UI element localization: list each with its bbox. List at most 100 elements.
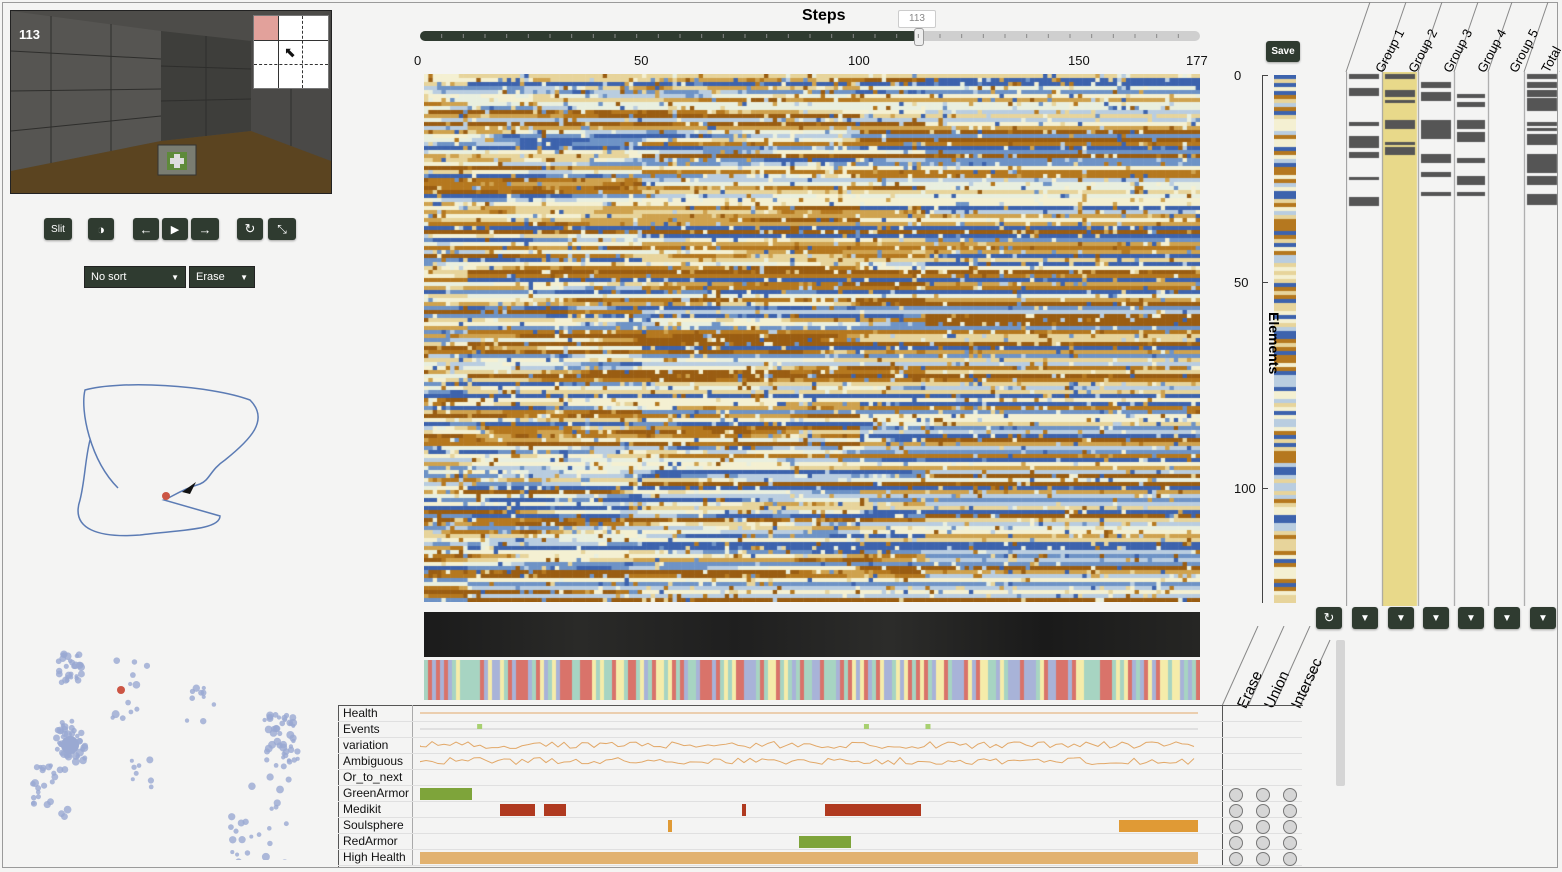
- feature-label: Soulsphere: [343, 818, 404, 832]
- medikit-bar: [544, 804, 566, 816]
- intersect-radio[interactable]: [1283, 820, 1297, 834]
- refresh-icon: ↻: [1323, 610, 1335, 625]
- step-forward-button[interactable]: →: [191, 218, 219, 240]
- projection-point: [256, 832, 262, 837]
- erase-radio[interactable]: [1229, 820, 1243, 834]
- group-filter-button[interactable]: ▼: [1458, 607, 1484, 629]
- group-filter-button[interactable]: ▼: [1388, 607, 1414, 629]
- projection-point: [58, 679, 65, 686]
- play-icon: ▶: [170, 223, 180, 236]
- arrow-left-icon: ←: [139, 221, 153, 237]
- projection-point: [264, 744, 273, 753]
- cluster-strip[interactable]: [424, 660, 1200, 700]
- projection-point: [130, 672, 136, 678]
- redarmor-bar: [799, 836, 851, 848]
- group-filter-button[interactable]: ▼: [1530, 607, 1556, 629]
- projection-point: [128, 681, 133, 687]
- projection-point: [130, 777, 135, 782]
- collapse-button[interactable]: ⤡: [268, 218, 296, 240]
- projection-point: [30, 780, 36, 787]
- projection-point: [125, 699, 131, 706]
- projection-point: [47, 798, 54, 806]
- save-button[interactable]: Save: [1266, 41, 1300, 62]
- projection-point: [269, 806, 274, 811]
- element-tick: 0: [1234, 68, 1242, 83]
- sort-select-value: No sort: [91, 271, 127, 283]
- projection-point: [146, 756, 154, 764]
- step-slider-handle[interactable]: [913, 28, 924, 46]
- erase-radio[interactable]: [1229, 788, 1243, 802]
- scrollbar[interactable]: [1336, 640, 1345, 786]
- projection-point: [119, 715, 126, 721]
- erase-radio[interactable]: [1229, 804, 1243, 818]
- projection-point: [282, 859, 287, 860]
- feature-row-divider: [338, 817, 1302, 818]
- reset-groups-button[interactable]: ↻: [1316, 607, 1342, 629]
- frame-strip[interactable]: [424, 612, 1200, 657]
- group-columns[interactable]: [1346, 72, 1560, 606]
- step-back-button[interactable]: ←: [133, 218, 159, 240]
- union-radio[interactable]: [1256, 788, 1270, 802]
- feature-row-divider: [338, 737, 1302, 738]
- refresh-icon: ↻: [244, 221, 256, 236]
- feature-row-divider: [338, 721, 1302, 722]
- projection-point: [262, 717, 267, 723]
- group-filter-button[interactable]: ▼: [1494, 607, 1520, 629]
- minimap: ⬉: [253, 15, 329, 89]
- step-tick: 177: [1186, 53, 1208, 68]
- projection-scatter: [30, 650, 301, 860]
- intersect-radio[interactable]: [1283, 836, 1297, 850]
- projection-point: [289, 718, 298, 727]
- group-filter-button[interactable]: ▼: [1352, 607, 1378, 629]
- feature-label: High Health: [343, 850, 406, 864]
- projection-point: [147, 777, 155, 784]
- step-tick: 50: [634, 53, 649, 68]
- step-slider-fill: [420, 31, 918, 41]
- feature-label: Events: [343, 722, 380, 736]
- activation-heatmap[interactable]: [424, 74, 1200, 602]
- slit-button[interactable]: Slit: [44, 218, 72, 240]
- intersect-radio[interactable]: [1283, 788, 1297, 802]
- feature-row-divider: [338, 753, 1302, 754]
- projection-point: [35, 789, 41, 795]
- projection-point: [277, 731, 283, 737]
- projection-point: [279, 720, 286, 727]
- projection-point: [244, 850, 251, 856]
- contrast-button[interactable]: ◑: [88, 218, 114, 240]
- filter-icon: ▼: [1360, 612, 1370, 624]
- feature-label: RedArmor: [343, 834, 398, 848]
- projection-point: [71, 757, 80, 766]
- projection-point: [129, 758, 134, 763]
- feature-row-divider: [338, 833, 1302, 834]
- feature-row-divider: [338, 865, 1302, 866]
- sort-select[interactable]: No sort ▼: [84, 266, 186, 288]
- refresh-button[interactable]: ↻: [237, 218, 263, 240]
- filter-icon: ▼: [1466, 612, 1476, 624]
- union-radio[interactable]: [1256, 852, 1270, 866]
- trajectory-plot: [77, 384, 259, 537]
- play-button[interactable]: ▶: [162, 218, 188, 240]
- projection-point: [132, 680, 141, 689]
- projection-point: [287, 746, 295, 754]
- projection-point: [229, 836, 237, 844]
- intersect-radio[interactable]: [1283, 804, 1297, 818]
- element-summary-strip[interactable]: [1274, 75, 1296, 603]
- union-radio[interactable]: [1256, 836, 1270, 850]
- event-marker: [863, 724, 869, 729]
- union-radio[interactable]: [1256, 804, 1270, 818]
- projection-point: [201, 685, 206, 691]
- erase-radio[interactable]: [1229, 836, 1243, 850]
- mode-select[interactable]: Erase ▼: [189, 266, 255, 288]
- intersect-radio[interactable]: [1283, 852, 1297, 866]
- step-tick: 100: [848, 53, 870, 68]
- erase-radio[interactable]: [1229, 852, 1243, 866]
- projection-point: [189, 695, 196, 701]
- union-radio[interactable]: [1256, 820, 1270, 834]
- projection-point: [133, 770, 139, 776]
- filter-icon: ▼: [1396, 612, 1406, 624]
- projection-point: [41, 782, 48, 789]
- group-filter-button[interactable]: ▼: [1423, 607, 1449, 629]
- projection-point: [55, 658, 62, 665]
- projection-point: [49, 779, 55, 785]
- projection-point: [60, 652, 65, 657]
